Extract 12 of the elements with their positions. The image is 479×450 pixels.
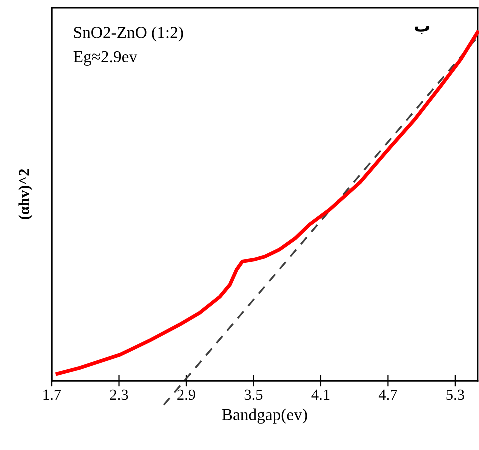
annotation: ب (415, 26, 430, 34)
x-axis-title: Bandgap(ev) (222, 408, 308, 424)
x-tick-label: 3.5 (244, 390, 263, 400)
x-tick-label: 5.3 (446, 390, 464, 400)
x-tick-label: 4.1 (312, 390, 330, 400)
x-tick-label: 2.9 (178, 390, 196, 400)
x-tick-label: 2.3 (110, 390, 128, 400)
y-axis-title: (αhv)^2 (18, 169, 33, 220)
x-tick-label: 1.7 (44, 390, 62, 400)
x-tick-label: 4.7 (378, 390, 398, 400)
annotation: SnO2-ZnO (1:2) (74, 26, 184, 42)
annotation: Eg≈2.9ev (74, 51, 138, 66)
